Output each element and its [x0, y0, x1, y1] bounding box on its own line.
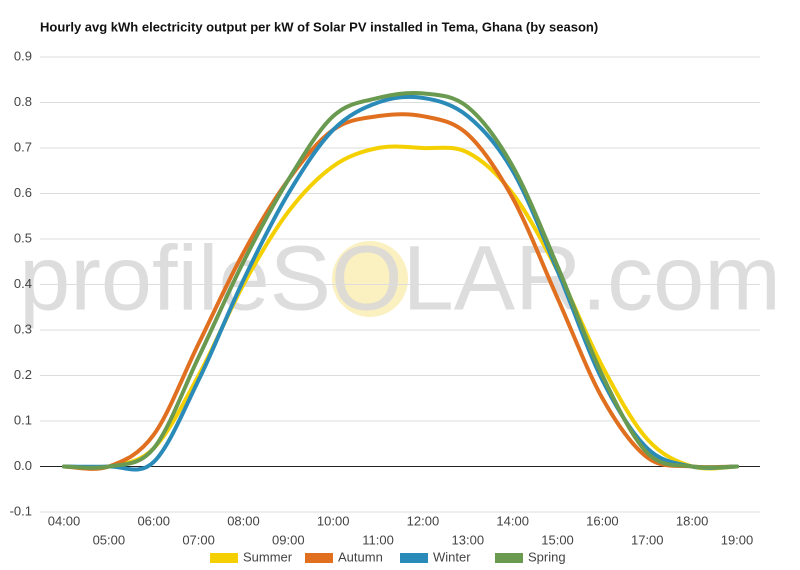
watermark-sun: [332, 241, 408, 317]
y-tick-label: 0.4: [14, 276, 32, 291]
legend-label: Summer: [243, 549, 293, 564]
x-tick-label: 18:00: [676, 513, 709, 528]
x-tick-label: 11:00: [362, 532, 394, 547]
legend-label: Autumn: [338, 549, 383, 564]
series-line: [62, 112, 739, 471]
y-tick-label: 0.8: [14, 94, 32, 109]
y-tick-label: 0.3: [14, 321, 32, 336]
x-tick-label: 12:00: [407, 513, 440, 528]
y-tick-label: 0.0: [14, 458, 32, 473]
x-tick-label: 14:00: [496, 513, 529, 528]
x-tick-label: 13:00: [452, 532, 485, 547]
legend-swatch: [210, 553, 238, 563]
x-tick-label: 05:00: [93, 532, 126, 547]
x-tick-label: 17:00: [631, 532, 664, 547]
y-tick-label: 0.9: [14, 48, 32, 63]
legend-label: Winter: [433, 549, 471, 564]
legend-swatch: [400, 553, 428, 563]
x-tick-label: 08:00: [227, 513, 260, 528]
x-tick-label: 16:00: [586, 513, 619, 528]
y-tick-label: 0.5: [14, 230, 32, 245]
series-line: [62, 144, 739, 471]
y-tick-label: 0.2: [14, 367, 32, 382]
series-line: [62, 90, 739, 470]
y-tick-label: 0.1: [14, 412, 32, 427]
x-tick-label: 19:00: [721, 532, 754, 547]
legend-swatch: [495, 553, 523, 563]
x-tick-label: 06:00: [137, 513, 170, 528]
x-tick-label: 15:00: [541, 532, 574, 547]
chart-title: Hourly avg kWh electricity output per kW…: [40, 19, 598, 34]
y-tick-label: -0.1: [10, 503, 32, 518]
x-tick-label: 10:00: [317, 513, 350, 528]
watermark: profileSOLAR.com: [19, 227, 781, 329]
legend-swatch: [305, 553, 333, 563]
y-tick-label: 0.7: [14, 139, 32, 154]
legend-label: Spring: [528, 549, 566, 564]
x-tick-label: 07:00: [182, 532, 215, 547]
y-tick-label: 0.6: [14, 185, 32, 200]
x-tick-label: 09:00: [272, 532, 305, 547]
x-tick-label: 04:00: [48, 513, 81, 528]
